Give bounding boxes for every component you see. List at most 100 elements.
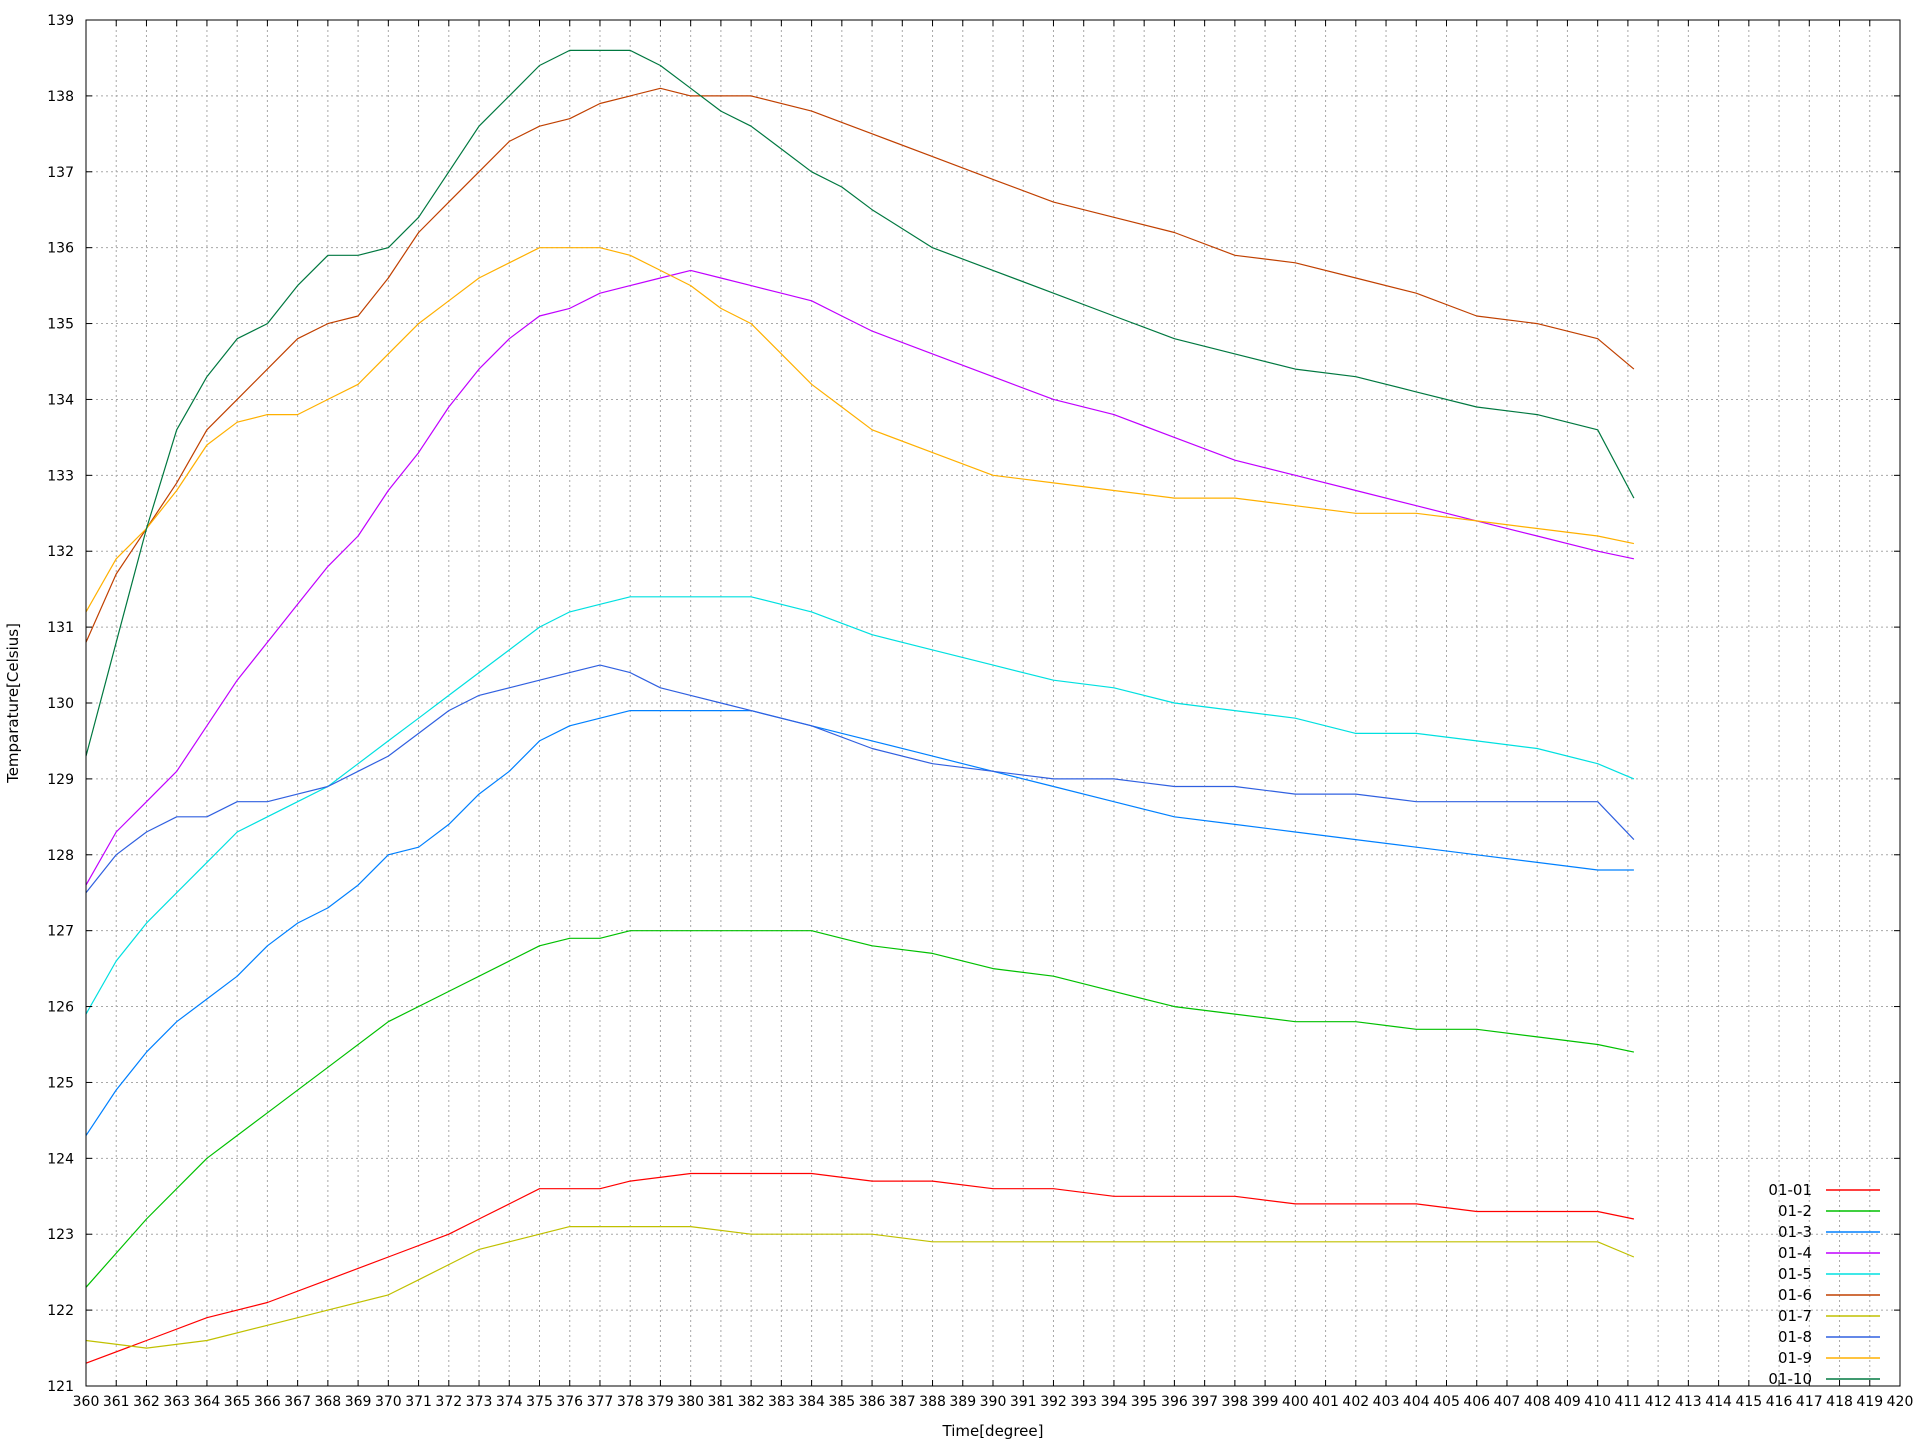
x-tick-label: 391 xyxy=(1010,1394,1037,1410)
x-tick-label: 407 xyxy=(1494,1394,1521,1410)
x-tick-label: 364 xyxy=(194,1394,221,1410)
x-tick-label: 392 xyxy=(1040,1394,1067,1410)
y-tick-label: 134 xyxy=(47,392,74,408)
x-tick-label: 371 xyxy=(405,1394,432,1410)
x-tick-label: 367 xyxy=(284,1394,311,1410)
x-tick-label: 394 xyxy=(1101,1394,1128,1410)
x-tick-label: 381 xyxy=(708,1394,735,1410)
x-tick-label: 379 xyxy=(647,1394,674,1410)
x-tick-label: 409 xyxy=(1554,1394,1581,1410)
x-tick-label: 405 xyxy=(1433,1394,1460,1410)
legend: 01-01 01-2 01-3 01-4 01-5 01-6 01-7 01-8 01-9 01-… xyxy=(1768,1181,1880,1388)
series-line-01-6 xyxy=(85,87,1635,643)
x-tick-label: 393 xyxy=(1070,1394,1097,1410)
x-tick-label: 384 xyxy=(798,1394,825,1410)
series-line-01-01 xyxy=(85,1172,1635,1364)
x-tick-label: 361 xyxy=(103,1394,130,1410)
x-tick-label: 395 xyxy=(1131,1394,1158,1410)
x-tick-label: 383 xyxy=(768,1394,795,1410)
x-tick-label: 360 xyxy=(73,1394,100,1410)
x-tick-label: 388 xyxy=(919,1394,946,1410)
x-tick-label: 399 xyxy=(1252,1394,1279,1410)
x-tick-label: 362 xyxy=(133,1394,160,1410)
x-tick-label: 412 xyxy=(1645,1394,1672,1410)
x-tick-label: 414 xyxy=(1705,1394,1732,1410)
x-tick-label: 370 xyxy=(375,1394,402,1410)
y-tick-label: 129 xyxy=(47,772,74,788)
x-tick-label: 410 xyxy=(1584,1394,1611,1410)
x-tick-label: 411 xyxy=(1615,1394,1642,1410)
legend-label: 01-8 xyxy=(1778,1328,1812,1346)
y-tick-label: 121 xyxy=(47,1379,74,1395)
y-tick-label: 124 xyxy=(47,1151,74,1167)
y-tick-label: 123 xyxy=(47,1227,74,1243)
y-axis-ticks: 121 122 123 124 125 126 127 128 129 130 131 132 133 1… xyxy=(47,13,1900,1395)
legend-label: 01-01 xyxy=(1768,1181,1812,1199)
x-tick-label: 374 xyxy=(496,1394,523,1410)
series-line-01-7 xyxy=(85,1226,1635,1349)
x-tick-label: 415 xyxy=(1735,1394,1762,1410)
x-tick-label: 400 xyxy=(1282,1394,1309,1410)
x-tick-label: 368 xyxy=(314,1394,341,1410)
y-tick-label: 139 xyxy=(47,13,74,29)
series-line-01-3 xyxy=(85,710,1634,1136)
series-lines xyxy=(85,49,1635,1364)
x-tick-label: 389 xyxy=(949,1394,976,1410)
grid xyxy=(86,20,1900,1386)
x-tick-label: 385 xyxy=(828,1394,855,1410)
series-line-01-9 xyxy=(85,247,1635,613)
x-tick-label: 402 xyxy=(1342,1394,1369,1410)
x-tick-label: 373 xyxy=(466,1394,493,1410)
y-tick-label: 138 xyxy=(47,89,74,105)
y-tick-label: 122 xyxy=(47,1303,74,1319)
x-tick-label: 418 xyxy=(1826,1394,1853,1410)
x-tick-label: 416 xyxy=(1766,1394,1793,1410)
x-tick-label: 397 xyxy=(1191,1394,1218,1410)
legend-label: 01-4 xyxy=(1778,1244,1812,1262)
y-tick-label: 135 xyxy=(47,317,74,333)
x-tick-label: 376 xyxy=(556,1394,583,1410)
y-tick-label: 130 xyxy=(47,696,74,712)
legend-label: 01-10 xyxy=(1768,1370,1812,1388)
legend-label: 01-2 xyxy=(1778,1202,1812,1220)
y-tick-label: 126 xyxy=(47,1000,74,1016)
series-line-01-4 xyxy=(85,269,1635,886)
y-tick-label: 133 xyxy=(47,468,74,484)
x-tick-label: 387 xyxy=(889,1394,916,1410)
y-tick-label: 127 xyxy=(47,924,74,940)
y-tick-label: 128 xyxy=(47,848,74,864)
x-tick-label: 396 xyxy=(1161,1394,1188,1410)
legend-label: 01-7 xyxy=(1778,1307,1812,1325)
x-axis-label: Time[degree] xyxy=(942,1422,1044,1440)
x-tick-label: 401 xyxy=(1312,1394,1339,1410)
x-tick-label: 382 xyxy=(738,1394,765,1410)
x-tick-label: 419 xyxy=(1856,1394,1883,1410)
y-tick-label: 137 xyxy=(47,165,74,181)
x-tick-label: 406 xyxy=(1463,1394,1490,1410)
x-axis-ticks: 360 361 362 363 364 365 366 367 368 369 370 371 372 3… xyxy=(73,20,1914,1410)
x-tick-label: 408 xyxy=(1524,1394,1551,1410)
x-tick-label: 372 xyxy=(435,1394,462,1410)
series-line-01-2 xyxy=(85,930,1635,1288)
series-line-01-10 xyxy=(85,49,1635,757)
series-line-01-5 xyxy=(85,596,1635,1015)
y-tick-label: 131 xyxy=(47,620,74,636)
x-tick-label: 377 xyxy=(587,1394,614,1410)
x-tick-label: 420 xyxy=(1887,1394,1914,1410)
x-tick-label: 380 xyxy=(677,1394,704,1410)
x-tick-label: 390 xyxy=(980,1394,1007,1410)
x-tick-label: 403 xyxy=(1373,1394,1400,1410)
x-tick-label: 375 xyxy=(526,1394,553,1410)
legend-label: 01-9 xyxy=(1778,1349,1812,1367)
x-tick-label: 365 xyxy=(224,1394,251,1410)
x-tick-label: 417 xyxy=(1796,1394,1823,1410)
x-tick-label: 398 xyxy=(1221,1394,1248,1410)
legend-label: 01-5 xyxy=(1778,1265,1812,1283)
x-tick-label: 366 xyxy=(254,1394,281,1410)
legend-label: 01-3 xyxy=(1778,1223,1812,1241)
x-tick-label: 369 xyxy=(345,1394,372,1410)
legend-label: 01-6 xyxy=(1778,1286,1812,1304)
x-tick-label: 404 xyxy=(1403,1394,1430,1410)
x-tick-label: 413 xyxy=(1675,1394,1702,1410)
